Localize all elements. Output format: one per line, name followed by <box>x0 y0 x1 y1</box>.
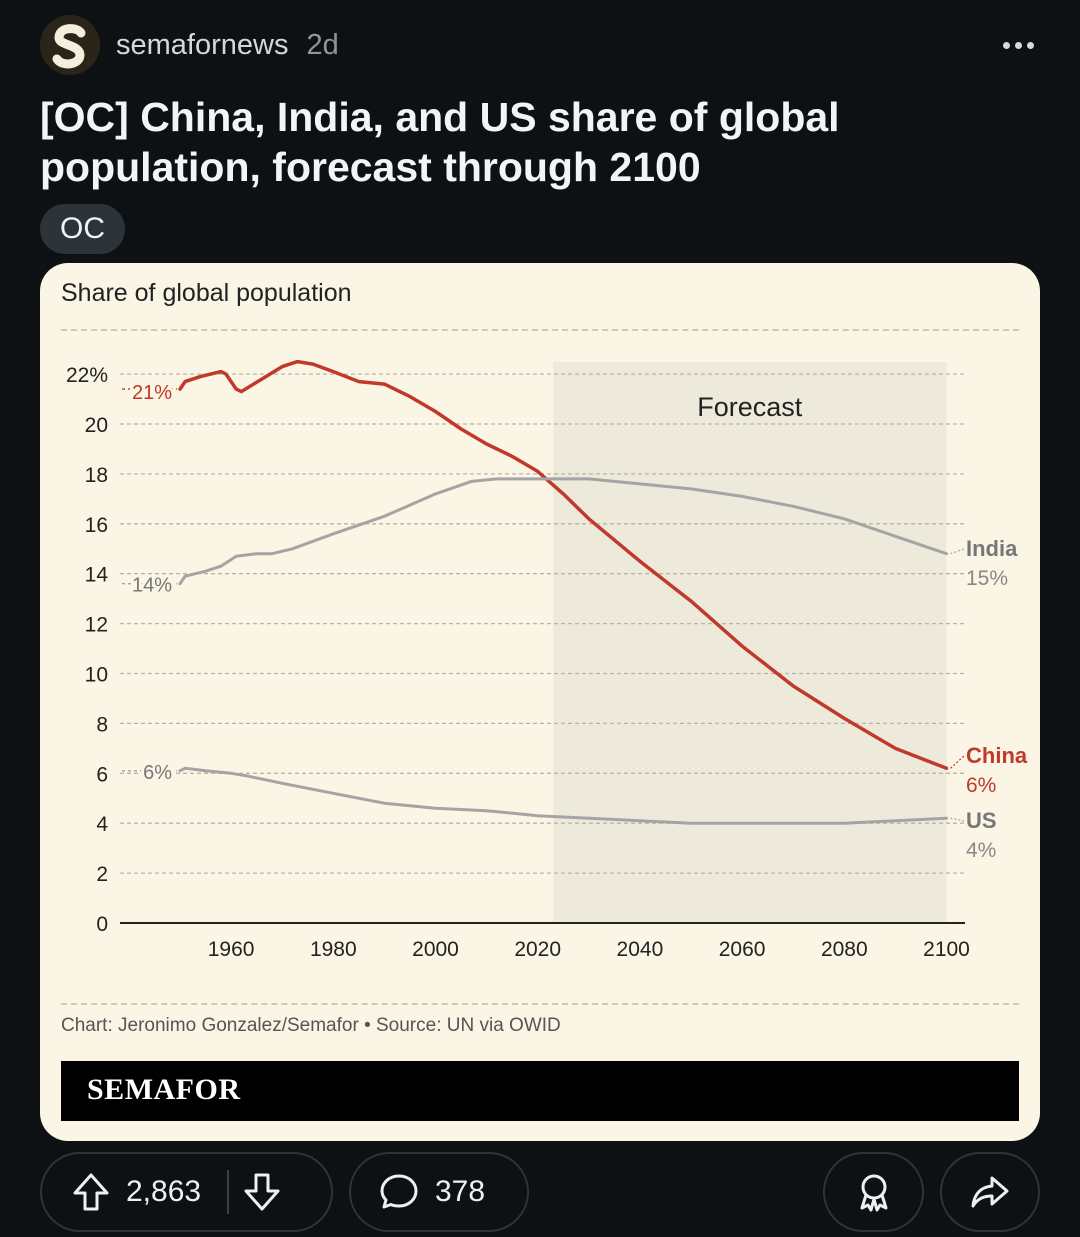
y-tick-label: 8 <box>96 713 108 736</box>
upvote-button[interactable] <box>72 1172 110 1212</box>
more-options-button[interactable] <box>996 28 1040 62</box>
upvote-arrow-icon <box>73 1173 109 1211</box>
x-tick-label: 2000 <box>412 938 459 961</box>
forecast-label: Forecast <box>697 392 803 422</box>
start-label-india: 14% <box>132 575 172 597</box>
x-tick-label: 2100 <box>923 938 970 961</box>
end-label-name-india: India <box>966 536 1018 561</box>
series-line-us <box>178 766 948 825</box>
divider <box>61 1003 1019 1005</box>
vote-divider <box>227 1170 230 1214</box>
end-label-leader <box>950 548 965 555</box>
x-tick-label: 2020 <box>514 938 561 961</box>
semafor-logo-icon <box>40 15 100 75</box>
y-tick-label: 12 <box>85 614 108 637</box>
forecast-region <box>553 362 947 923</box>
chart-heading: Share of global population <box>61 279 352 307</box>
y-tick-label: 2 <box>96 863 108 886</box>
award-button[interactable] <box>823 1152 924 1232</box>
end-label-value-china: 6% <box>966 774 996 797</box>
dot-icon <box>1026 41 1034 49</box>
share-arrow-icon <box>971 1176 1009 1208</box>
downvote-button[interactable] <box>243 1172 281 1212</box>
author-name[interactable]: semafornews <box>116 28 289 61</box>
x-tick-label: 2040 <box>617 938 664 961</box>
y-tick-label: 16 <box>85 514 108 537</box>
start-label-china: 21% <box>132 382 172 404</box>
end-label-name-china: China <box>966 743 1028 768</box>
y-tick-label: 20 <box>85 414 108 437</box>
award-icon <box>860 1174 887 1212</box>
x-tick-label: 2080 <box>821 938 868 961</box>
end-label-value-us: 4% <box>966 839 996 862</box>
start-label-us: 6% <box>143 762 172 784</box>
y-tick-label: 4 <box>96 813 108 836</box>
end-label-value-india: 15% <box>966 567 1008 590</box>
post-header: semafornews 2d <box>40 14 339 76</box>
x-tick-label: 1960 <box>208 938 255 961</box>
post-age: 2d <box>306 28 339 61</box>
chart-image[interactable]: Share of global population Forecast 22% 20… <box>40 263 1040 1141</box>
y-tick-label: 6 <box>96 763 108 786</box>
y-tick-label: 18 <box>85 464 108 487</box>
brand-bar: SEMAFOR <box>61 1061 1019 1121</box>
vote-bar: 2,863 <box>40 1152 333 1232</box>
series-line-china <box>178 359 949 771</box>
divider <box>61 329 1019 331</box>
series-line-india <box>178 477 948 586</box>
upvote-count: 2,863 <box>126 1175 202 1208</box>
dot-icon <box>1002 41 1010 49</box>
brand-logo: SEMAFOR <box>87 1073 241 1106</box>
y-tick-label: 0 <box>96 913 108 936</box>
downvote-arrow-icon <box>244 1173 280 1211</box>
dot-icon <box>1014 41 1022 49</box>
y-tick-label: 14 <box>85 564 109 587</box>
avatar[interactable] <box>40 15 100 75</box>
end-label-leader <box>950 817 965 822</box>
share-button[interactable] <box>940 1152 1040 1232</box>
end-label-name-us: US <box>966 808 997 833</box>
x-tick-label: 1980 <box>310 938 357 961</box>
y-tick-label: 10 <box>85 664 108 687</box>
chart-credit: Chart: Jeronimo Gonzalez/Semafor • Sourc… <box>61 1015 561 1036</box>
end-label-leader <box>950 755 965 769</box>
flair-badge[interactable]: OC <box>40 204 125 254</box>
x-tick-label: 2060 <box>719 938 766 961</box>
post-title[interactable]: [OC] China, India, and US share of globa… <box>40 94 840 190</box>
comments-button[interactable]: 378 <box>349 1152 529 1232</box>
y-tick-label: 22% <box>66 364 108 387</box>
comment-bubble-icon <box>379 1172 419 1212</box>
comment-count: 378 <box>435 1175 486 1208</box>
